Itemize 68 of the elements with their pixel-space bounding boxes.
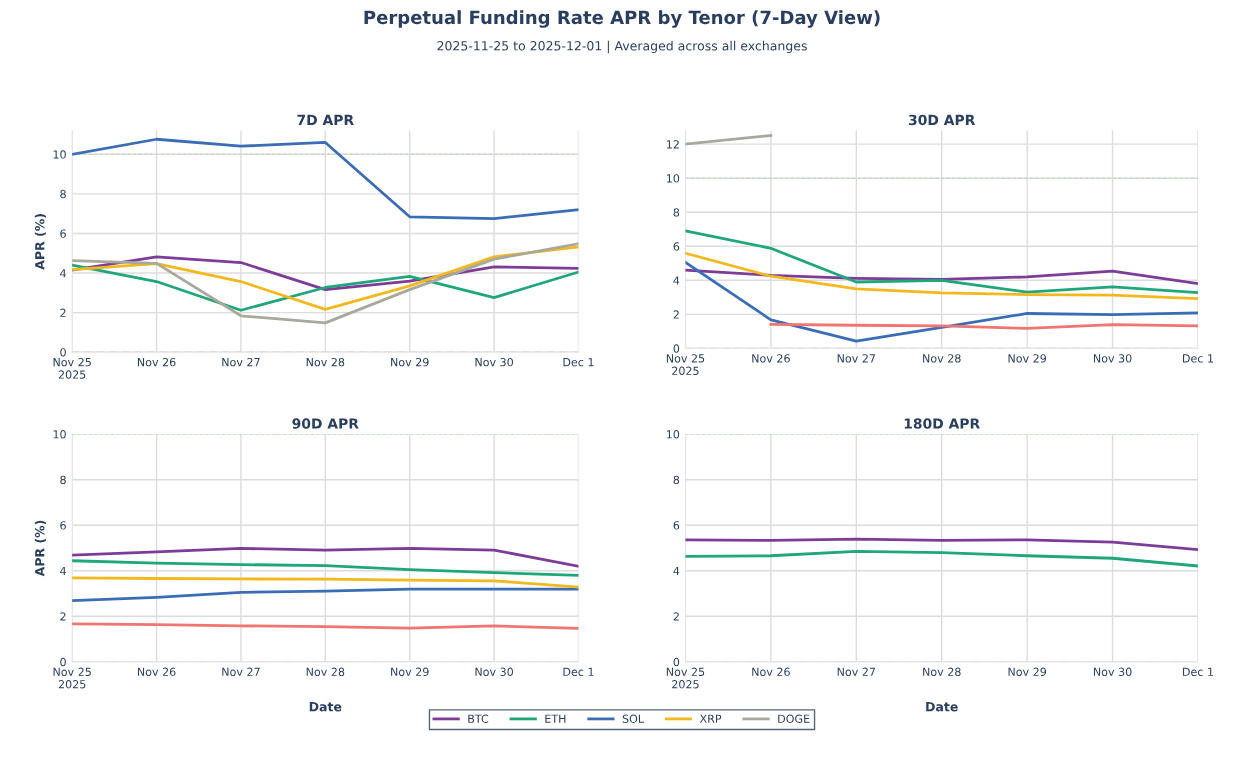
x-tick-label: Nov 29	[1008, 354, 1047, 363]
y-tick-label: 0	[673, 657, 680, 667]
y-tick-label: 0	[673, 344, 680, 353]
chart-title: 90D APR	[292, 418, 359, 429]
y-tick-label: 10	[666, 174, 680, 183]
x-tick-label: Nov 30	[1093, 667, 1132, 676]
legend-label: SOL	[622, 714, 644, 723]
legend-label: BTC	[468, 714, 489, 723]
x-tick-label: Nov 29	[391, 357, 429, 367]
x-tick-label: Nov 30	[475, 357, 514, 367]
x-tick-label: Nov 26	[752, 354, 790, 363]
x-tick-label: Dec 1	[1183, 667, 1213, 676]
x-tick-label: Nov 30	[475, 667, 514, 676]
x-tick-label: Nov 26	[137, 357, 176, 367]
y-tick-label: 4	[673, 276, 680, 285]
x-axis-title: Date	[309, 702, 342, 712]
x-tick-label: Dec 1	[563, 358, 594, 367]
y-tick-label: 8	[60, 475, 66, 485]
x-tick-label: Nov 30	[1093, 354, 1132, 363]
y-tick-label: 6	[60, 229, 66, 238]
y-tick-label: 10	[53, 150, 66, 159]
chart-title: 30D APR	[908, 114, 976, 126]
y-tick-label: 4	[60, 566, 66, 575]
x-tick-label: Nov 27	[837, 667, 876, 676]
y-axis-title: APR (%)	[34, 214, 46, 270]
x-tick-label: Nov 25 2025	[666, 354, 705, 375]
legend-label: ETH	[545, 714, 566, 723]
y-tick-label: 8	[673, 208, 680, 217]
y-tick-label: 6	[60, 521, 66, 530]
x-tick-label: Nov 25 2025	[53, 357, 91, 379]
text: Perpetual Funding Rate APR by Tenor (7-Day View)	[364, 10, 880, 28]
x-tick-label: Dec 1	[1183, 354, 1213, 363]
y-tick-label: 0	[60, 657, 66, 667]
y-tick-label: 10	[53, 430, 66, 439]
legend-label: DOGE	[778, 714, 810, 723]
y-tick-label: 2	[673, 612, 679, 621]
x-tick-label: Nov 26	[752, 667, 790, 676]
x-tick-label: Dec 1	[563, 667, 594, 676]
y-tick-label: 0	[60, 348, 66, 357]
y-tick-label: 2	[60, 612, 66, 621]
x-tick-label: Nov 27	[222, 667, 260, 676]
chart-title: 7D APR	[297, 114, 354, 125]
x-tick-label: Nov 26	[137, 667, 176, 676]
x-tick-label: Nov 25 2025	[53, 667, 91, 689]
chart-title: 180D APR	[904, 418, 980, 429]
x-tick-label: Nov 28	[306, 357, 345, 367]
y-tick-label: 2	[673, 310, 679, 319]
y-tick-label: 6	[673, 521, 680, 530]
legend-label: XRP	[699, 714, 722, 723]
y-axis-title: APR (%)	[34, 520, 46, 577]
x-tick-label: Nov 27	[222, 357, 260, 367]
x-tick-label: Nov 25 2025	[666, 667, 705, 689]
x-tick-label: Nov 28	[923, 354, 961, 363]
x-tick-label: Nov 27	[837, 354, 876, 363]
y-tick-label: 8	[60, 189, 66, 199]
x-tick-label: Nov 29	[391, 667, 429, 676]
x-tick-label: Nov 29	[1008, 667, 1047, 676]
x-axis-title: Date	[926, 702, 958, 712]
text: 2025-11-25 to 2025-12-01 | Averaged across all exchanges	[437, 40, 807, 54]
y-tick-label: 8	[673, 475, 680, 485]
y-tick-label: 4	[60, 269, 66, 278]
y-tick-label: 6	[673, 242, 680, 251]
x-tick-label: Nov 28	[306, 667, 345, 676]
y-tick-label: 12	[666, 140, 679, 149]
y-tick-label: 4	[673, 566, 680, 575]
y-tick-label: 2	[60, 308, 66, 317]
x-tick-label: Nov 28	[923, 667, 961, 676]
y-tick-label: 10	[666, 430, 680, 439]
